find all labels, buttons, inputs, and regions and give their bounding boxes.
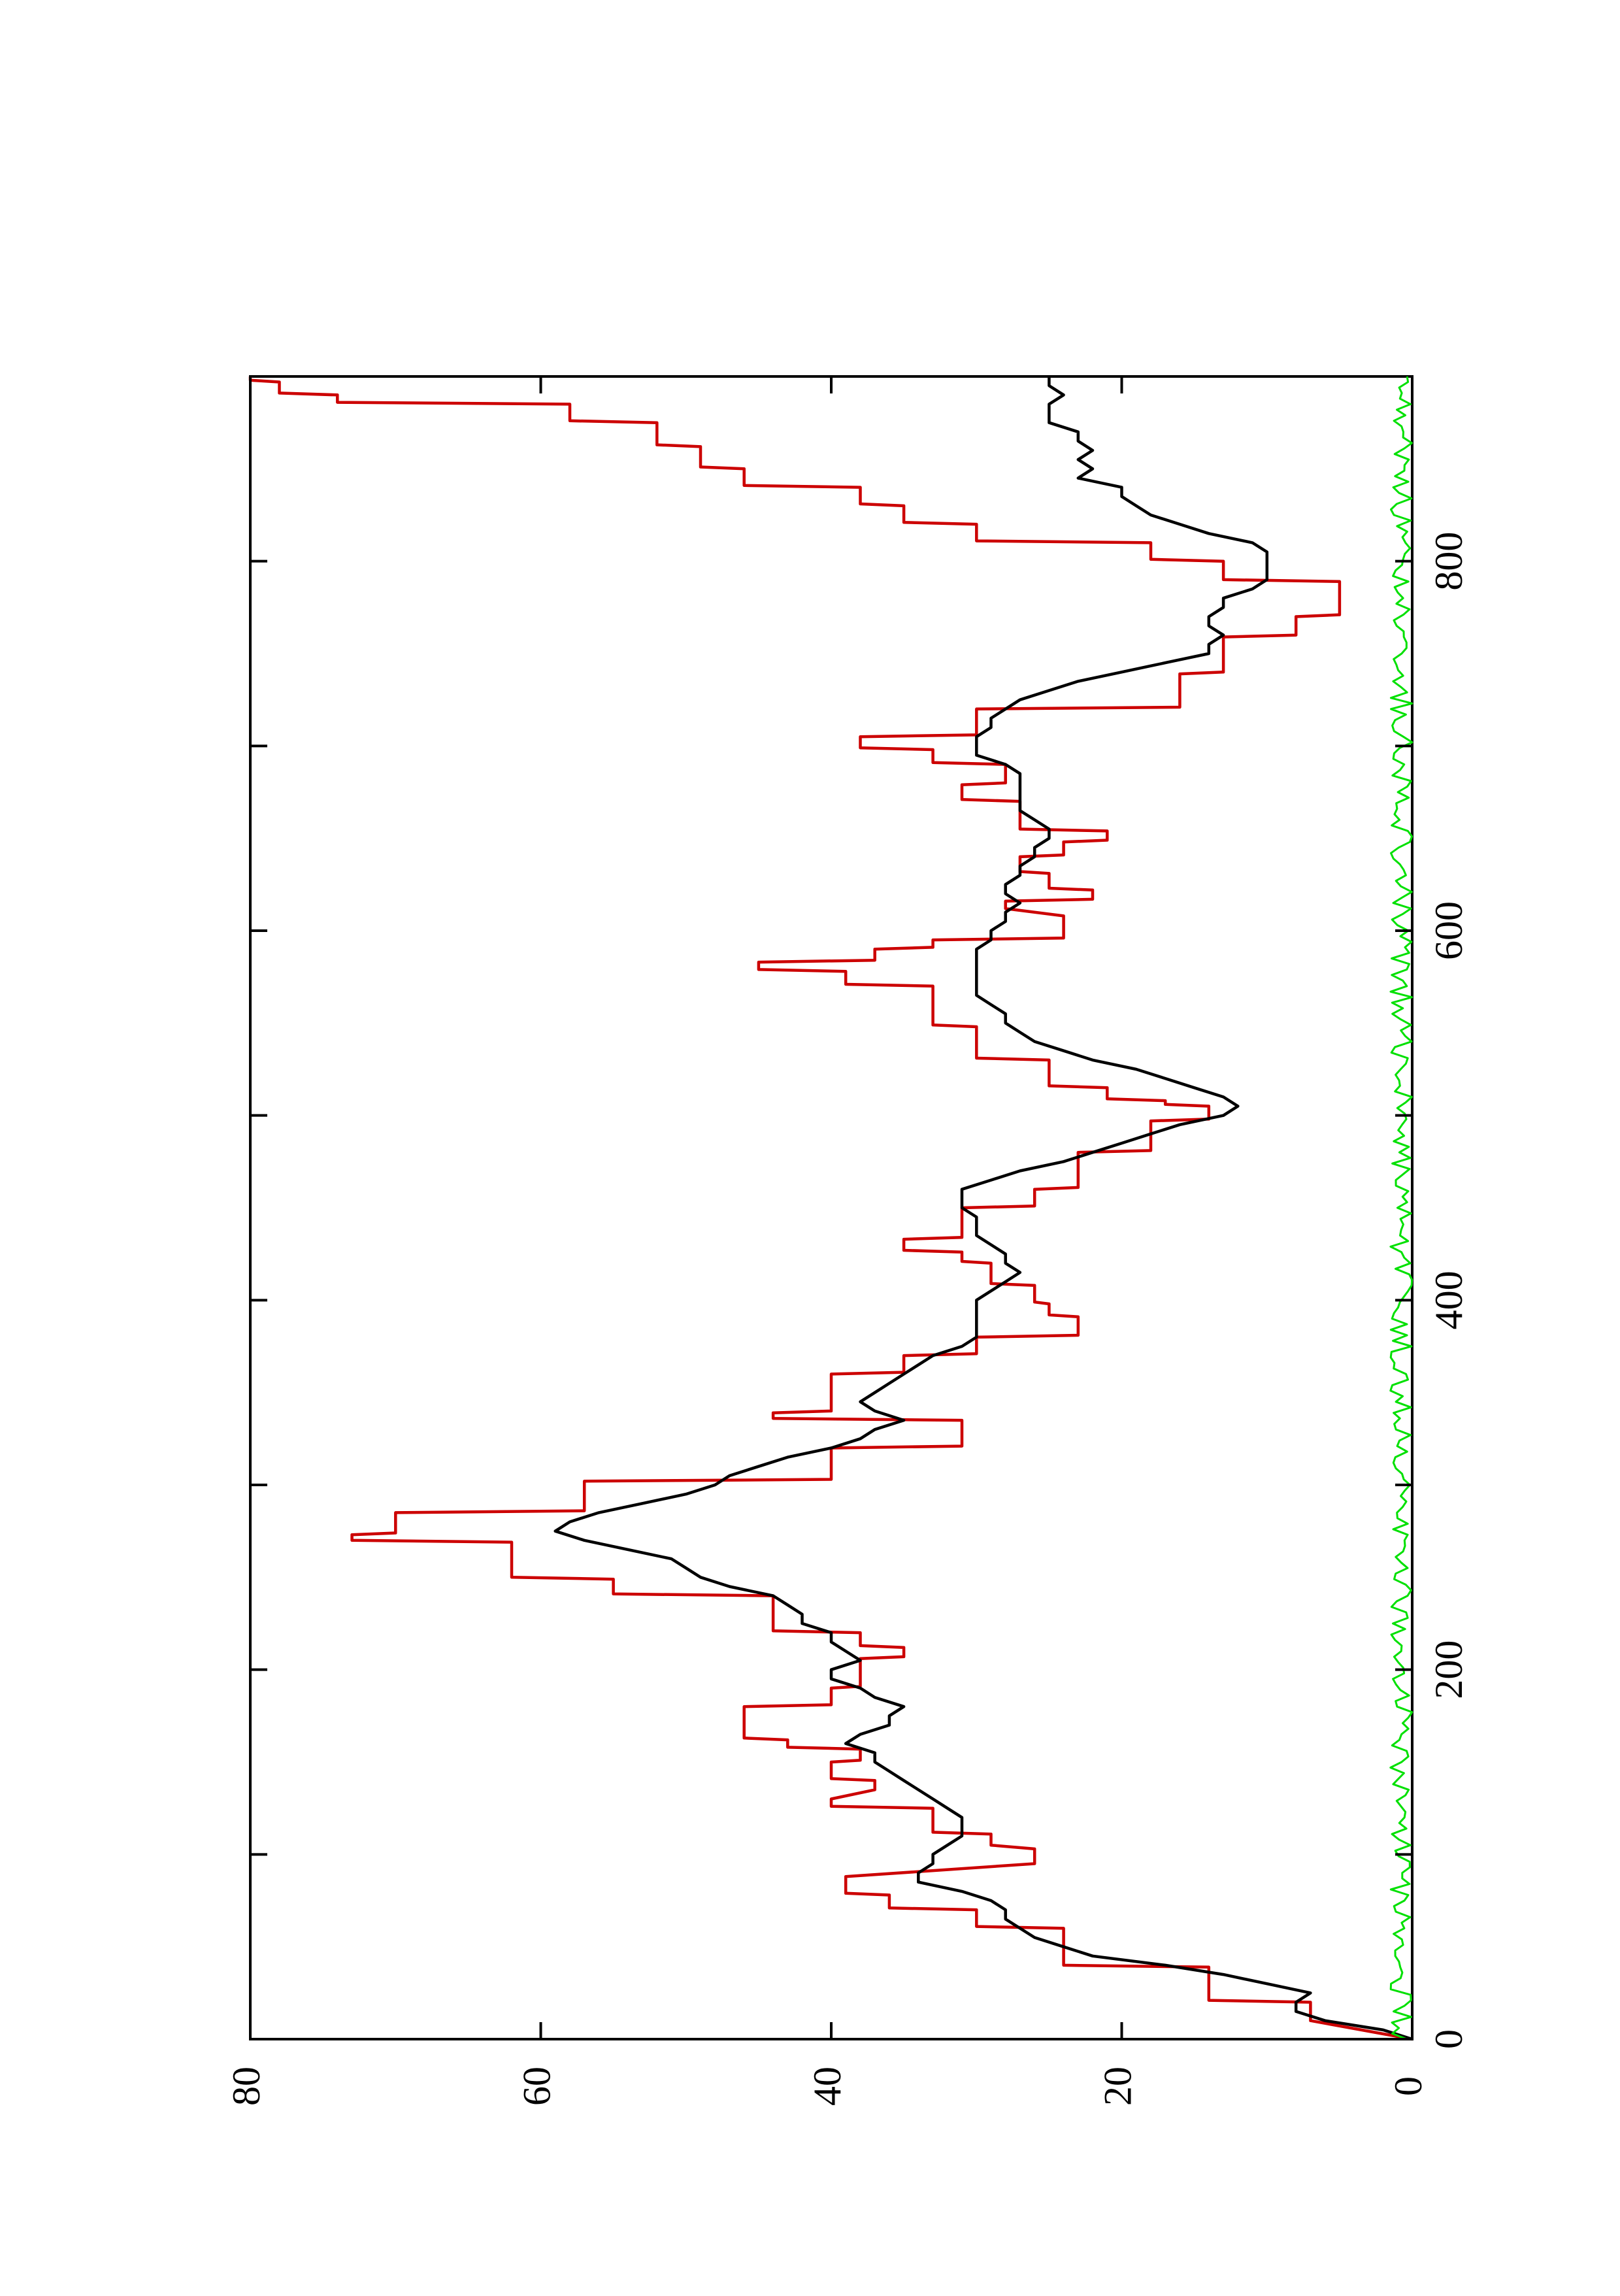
series-1 — [554, 376, 1413, 2041]
series-0 — [248, 376, 1413, 2041]
x-tick-label: 400 — [1427, 1271, 1470, 1329]
y-tick-label: 80 — [225, 2067, 268, 2106]
x-tick-label: 600 — [1427, 901, 1470, 960]
axis-layer: 0 200 400 600 800 0 20 40 60 80 — [225, 376, 1470, 2106]
y-tick-label: 60 — [515, 2067, 558, 2106]
series-line — [248, 376, 1413, 2041]
y-tick-label: 0 — [1387, 2076, 1430, 2096]
series-line — [1389, 376, 1413, 2040]
x-tick-label: 0 — [1427, 2029, 1470, 2049]
x-tick-label: 800 — [1427, 532, 1470, 591]
series-2 — [1389, 376, 1413, 2040]
y-tick-label: 40 — [806, 2067, 849, 2106]
series-line — [554, 376, 1413, 2041]
series-layer — [248, 376, 1413, 2041]
y-tick-label: 20 — [1096, 2067, 1139, 2106]
x-tick-label: 200 — [1427, 1640, 1470, 1699]
